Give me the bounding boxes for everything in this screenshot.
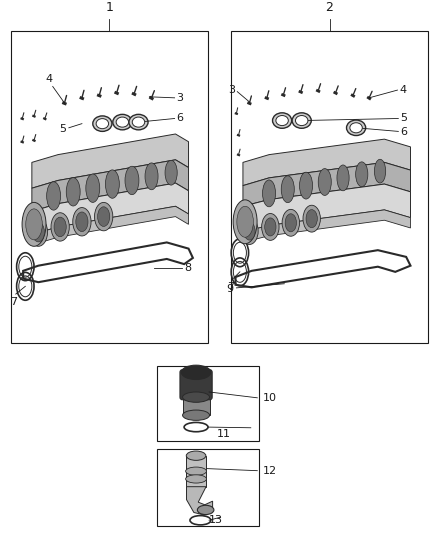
Text: 3: 3 (229, 85, 236, 95)
Bar (157, 366, 259, 441)
Text: 6: 6 (400, 127, 407, 138)
Polygon shape (32, 183, 188, 235)
Ellipse shape (26, 209, 42, 240)
Ellipse shape (106, 170, 119, 198)
Ellipse shape (198, 505, 214, 514)
Ellipse shape (183, 392, 209, 402)
Ellipse shape (285, 214, 297, 232)
Ellipse shape (95, 203, 113, 231)
Ellipse shape (346, 120, 366, 135)
Ellipse shape (318, 168, 331, 196)
Text: 7: 7 (10, 297, 17, 306)
Bar (11, 31, 208, 343)
Text: 6: 6 (177, 114, 184, 124)
Ellipse shape (306, 209, 318, 228)
Ellipse shape (296, 116, 308, 126)
Text: 5: 5 (59, 124, 66, 134)
Ellipse shape (129, 115, 148, 130)
Ellipse shape (47, 182, 60, 210)
Bar (157, 449, 259, 527)
Ellipse shape (113, 115, 132, 130)
Ellipse shape (356, 162, 368, 187)
Ellipse shape (282, 209, 300, 236)
Text: 2: 2 (325, 1, 333, 14)
Ellipse shape (237, 206, 253, 237)
Ellipse shape (125, 166, 139, 195)
Bar (231, 31, 428, 343)
Polygon shape (243, 139, 410, 185)
Text: 7: 7 (227, 281, 234, 292)
Ellipse shape (145, 163, 158, 190)
Ellipse shape (66, 177, 80, 206)
Text: 3: 3 (177, 93, 184, 103)
Polygon shape (32, 206, 188, 245)
Ellipse shape (281, 176, 294, 203)
Ellipse shape (132, 117, 145, 127)
Ellipse shape (244, 222, 255, 240)
Ellipse shape (276, 116, 288, 126)
Bar (187, 456, 206, 487)
Polygon shape (32, 134, 188, 188)
Text: 11: 11 (216, 429, 230, 439)
Ellipse shape (51, 213, 69, 241)
Ellipse shape (86, 174, 100, 203)
Ellipse shape (303, 205, 321, 232)
Ellipse shape (116, 117, 129, 127)
Ellipse shape (54, 217, 66, 237)
Ellipse shape (374, 159, 386, 183)
Polygon shape (243, 184, 410, 232)
Ellipse shape (350, 123, 362, 133)
Text: 8: 8 (184, 263, 191, 273)
Ellipse shape (186, 467, 206, 475)
Ellipse shape (261, 214, 279, 240)
Text: 13: 13 (208, 515, 223, 525)
Ellipse shape (272, 113, 292, 128)
Text: 10: 10 (263, 393, 277, 403)
Ellipse shape (186, 451, 206, 461)
Text: 4: 4 (399, 85, 406, 95)
Ellipse shape (300, 172, 313, 199)
Bar (183, 394, 209, 415)
Ellipse shape (29, 218, 47, 246)
Text: 12: 12 (263, 466, 277, 475)
Ellipse shape (186, 475, 206, 483)
Ellipse shape (32, 222, 45, 242)
Text: 9: 9 (227, 284, 234, 294)
Ellipse shape (233, 200, 257, 244)
Polygon shape (243, 163, 410, 206)
Ellipse shape (262, 180, 276, 207)
Ellipse shape (96, 119, 109, 128)
Ellipse shape (93, 116, 112, 132)
Ellipse shape (76, 212, 88, 231)
Ellipse shape (98, 207, 110, 227)
Text: 4: 4 (46, 74, 53, 84)
Text: 5: 5 (400, 114, 407, 124)
Ellipse shape (183, 410, 209, 421)
Ellipse shape (181, 365, 211, 379)
Ellipse shape (22, 203, 46, 246)
Ellipse shape (292, 113, 311, 128)
Text: 1: 1 (106, 1, 113, 14)
Ellipse shape (165, 160, 177, 185)
Ellipse shape (73, 207, 91, 236)
Ellipse shape (241, 217, 258, 245)
Polygon shape (32, 160, 188, 212)
Polygon shape (187, 487, 212, 515)
Ellipse shape (265, 218, 276, 236)
FancyBboxPatch shape (180, 370, 212, 400)
Polygon shape (243, 210, 410, 243)
Ellipse shape (337, 165, 349, 191)
